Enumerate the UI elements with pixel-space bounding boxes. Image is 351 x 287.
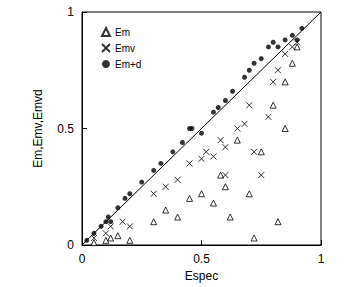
svg-text:Em+d: Em+d — [115, 59, 141, 70]
svg-text:0: 0 — [79, 252, 86, 266]
svg-text:Emv: Emv — [115, 43, 135, 54]
svg-text:1: 1 — [67, 5, 74, 19]
svg-text:Espec: Espec — [185, 269, 218, 283]
svg-text:0.5: 0.5 — [57, 122, 74, 136]
svg-text:Em,Emv,Emvd: Em,Emv,Emvd — [31, 89, 45, 167]
svg-text:Em: Em — [115, 27, 130, 38]
svg-text:0.5: 0.5 — [193, 252, 210, 266]
svg-text:0: 0 — [67, 238, 74, 252]
svg-text:1: 1 — [318, 252, 325, 266]
